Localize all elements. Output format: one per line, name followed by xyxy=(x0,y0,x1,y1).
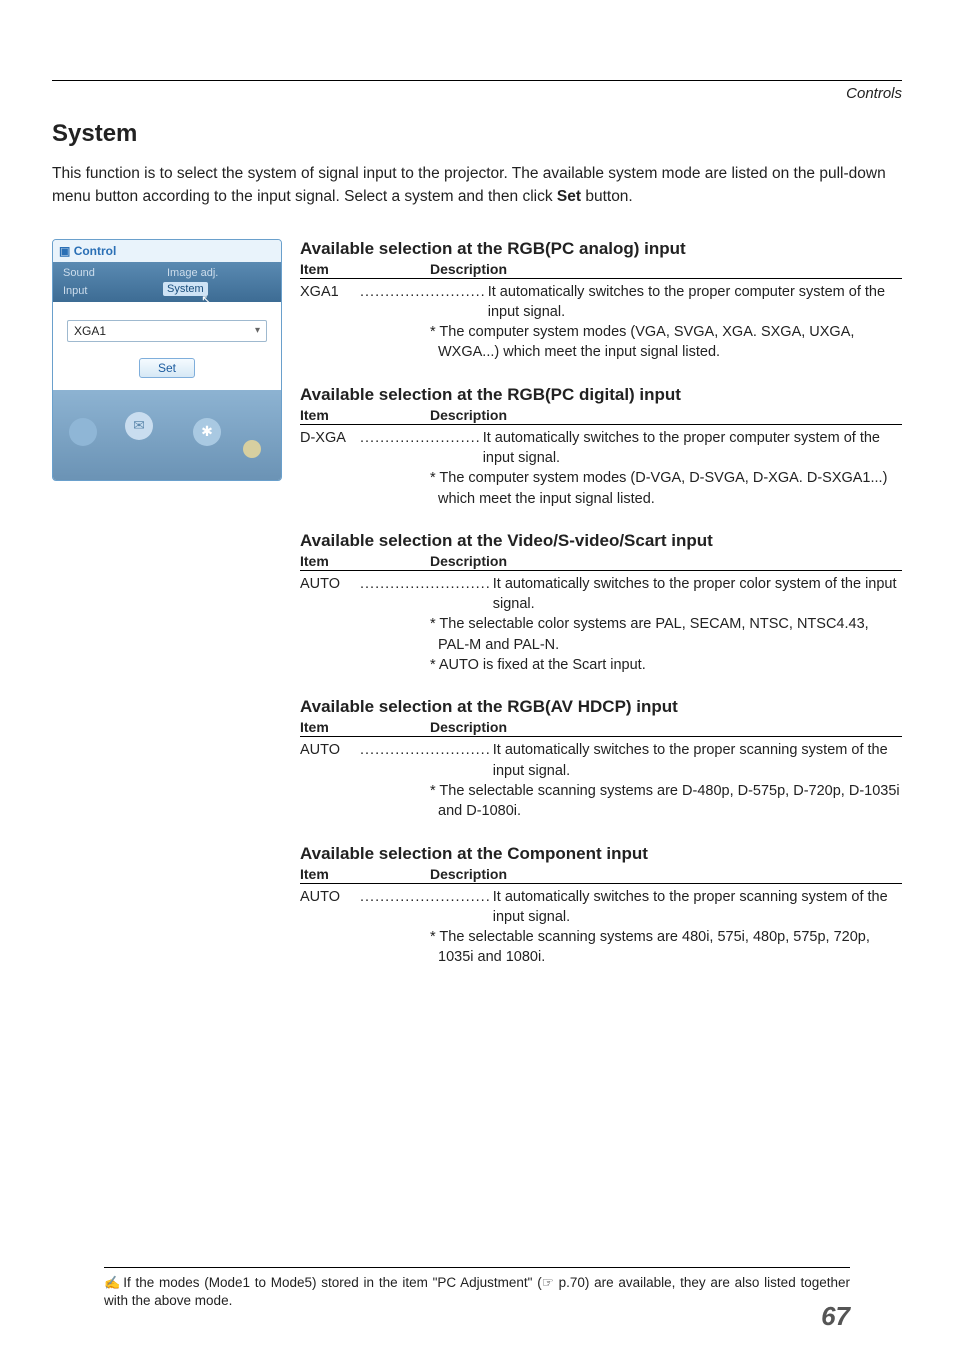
table-row: AUTO..........................It automat… xyxy=(300,571,902,615)
item-desc: It automatically switches to the proper … xyxy=(493,574,902,615)
table-head: ItemDescription xyxy=(300,719,902,737)
intro-before: This function is to select the system of… xyxy=(52,165,886,205)
note-line: AUTO is fixed at the Scart input. xyxy=(308,655,902,675)
dots: .......................... xyxy=(358,887,493,928)
section-title: Available selection at the Component inp… xyxy=(300,844,902,864)
th-item: Item xyxy=(300,407,430,423)
system-select[interactable]: XGA1 ▾ xyxy=(67,320,267,342)
footer-dot-icon xyxy=(69,418,97,446)
th-desc: Description xyxy=(430,866,507,882)
table-head: ItemDescription xyxy=(300,553,902,571)
intro-paragraph: This function is to select the system of… xyxy=(52,162,902,209)
tab-image-adj[interactable]: Image adj. xyxy=(163,266,222,280)
panel-tabs: Sound Image adj. Input System ↖ xyxy=(53,262,281,302)
footnote-body: If the modes (Mode1 to Mode5) stored in … xyxy=(104,1275,850,1308)
item-key: AUTO xyxy=(300,574,358,615)
section: Available selection at the Component inp… xyxy=(300,844,902,968)
panel-header-icon: ▣ xyxy=(59,244,70,258)
page-title: System xyxy=(52,120,902,148)
select-value: XGA1 xyxy=(74,324,106,338)
th-item: Item xyxy=(300,261,430,277)
note-line: The selectable color systems are PAL, SE… xyxy=(308,614,902,655)
chevron-down-icon: ▾ xyxy=(255,325,260,336)
note-line: The computer system modes (VGA, SVGA, XG… xyxy=(308,322,902,363)
item-desc: It automatically switches to the proper … xyxy=(493,740,902,781)
section-title: Available selection at the RGB(AV HDCP) … xyxy=(300,697,902,717)
panel-header-text: Control xyxy=(74,244,117,258)
item-desc: It automatically switches to the proper … xyxy=(483,428,902,469)
item-key: XGA1 xyxy=(300,282,358,323)
section: Available selection at the RGB(PC digita… xyxy=(300,385,902,509)
note-line: The selectable scanning systems are 480i… xyxy=(308,927,902,968)
table-head: ItemDescription xyxy=(300,866,902,884)
table-row: D-XGA........................It automati… xyxy=(300,425,902,469)
control-panel: ▣ Control Sound Image adj. Input System … xyxy=(52,239,282,481)
set-button[interactable]: Set xyxy=(139,358,195,378)
tab-input[interactable]: Input xyxy=(59,284,91,298)
th-desc: Description xyxy=(430,719,507,735)
section: Available selection at the Video/S-video… xyxy=(300,531,902,675)
table-head: ItemDescription xyxy=(300,261,902,279)
section-title: Available selection at the RGB(PC analog… xyxy=(300,239,902,259)
globe-icon[interactable]: ✱ xyxy=(193,418,221,446)
note-line: The selectable scanning systems are D-48… xyxy=(308,781,902,822)
item-desc: It automatically switches to the proper … xyxy=(488,282,902,323)
section-title: Available selection at the Video/S-video… xyxy=(300,531,902,551)
tab-sound[interactable]: Sound xyxy=(59,266,99,280)
dots: ........................ xyxy=(358,428,483,469)
section-title: Available selection at the RGB(PC digita… xyxy=(300,385,902,405)
section: Available selection at the RGB(AV HDCP) … xyxy=(300,697,902,821)
corner-dot-icon xyxy=(243,440,261,458)
note-line: The computer system modes (D-VGA, D-SVGA… xyxy=(308,468,902,509)
dots: .......................... xyxy=(358,574,493,615)
th-item: Item xyxy=(300,553,430,569)
hand-icon: ✍ xyxy=(104,1275,121,1290)
intro-bold: Set xyxy=(557,188,581,205)
table-row: XGA1.........................It automati… xyxy=(300,279,902,323)
table-head: ItemDescription xyxy=(300,407,902,425)
th-desc: Description xyxy=(430,553,507,569)
item-desc: It automatically switches to the proper … xyxy=(493,887,902,928)
th-desc: Description xyxy=(430,261,507,277)
panel-footer: ✉ ✱ xyxy=(53,390,281,480)
footnote-text: ✍If the modes (Mode1 to Mode5) stored in… xyxy=(104,1274,850,1310)
header-corner: Controls xyxy=(52,85,902,102)
item-key: AUTO xyxy=(300,887,358,928)
th-desc: Description xyxy=(430,407,507,423)
intro-after: button. xyxy=(581,188,633,205)
table-row: AUTO..........................It automat… xyxy=(300,737,902,781)
item-key: D-XGA xyxy=(300,428,358,469)
dots: .......................... xyxy=(358,740,493,781)
section: Available selection at the RGB(PC analog… xyxy=(300,239,902,363)
item-key: AUTO xyxy=(300,740,358,781)
th-item: Item xyxy=(300,866,430,882)
mail-icon[interactable]: ✉ xyxy=(125,412,153,440)
cursor-icon: ↖ xyxy=(201,292,212,308)
th-item: Item xyxy=(300,719,430,735)
dots: ......................... xyxy=(358,282,488,323)
table-row: AUTO..........................It automat… xyxy=(300,884,902,928)
panel-header: ▣ Control xyxy=(53,240,281,262)
page-number: 67 xyxy=(821,1301,850,1332)
